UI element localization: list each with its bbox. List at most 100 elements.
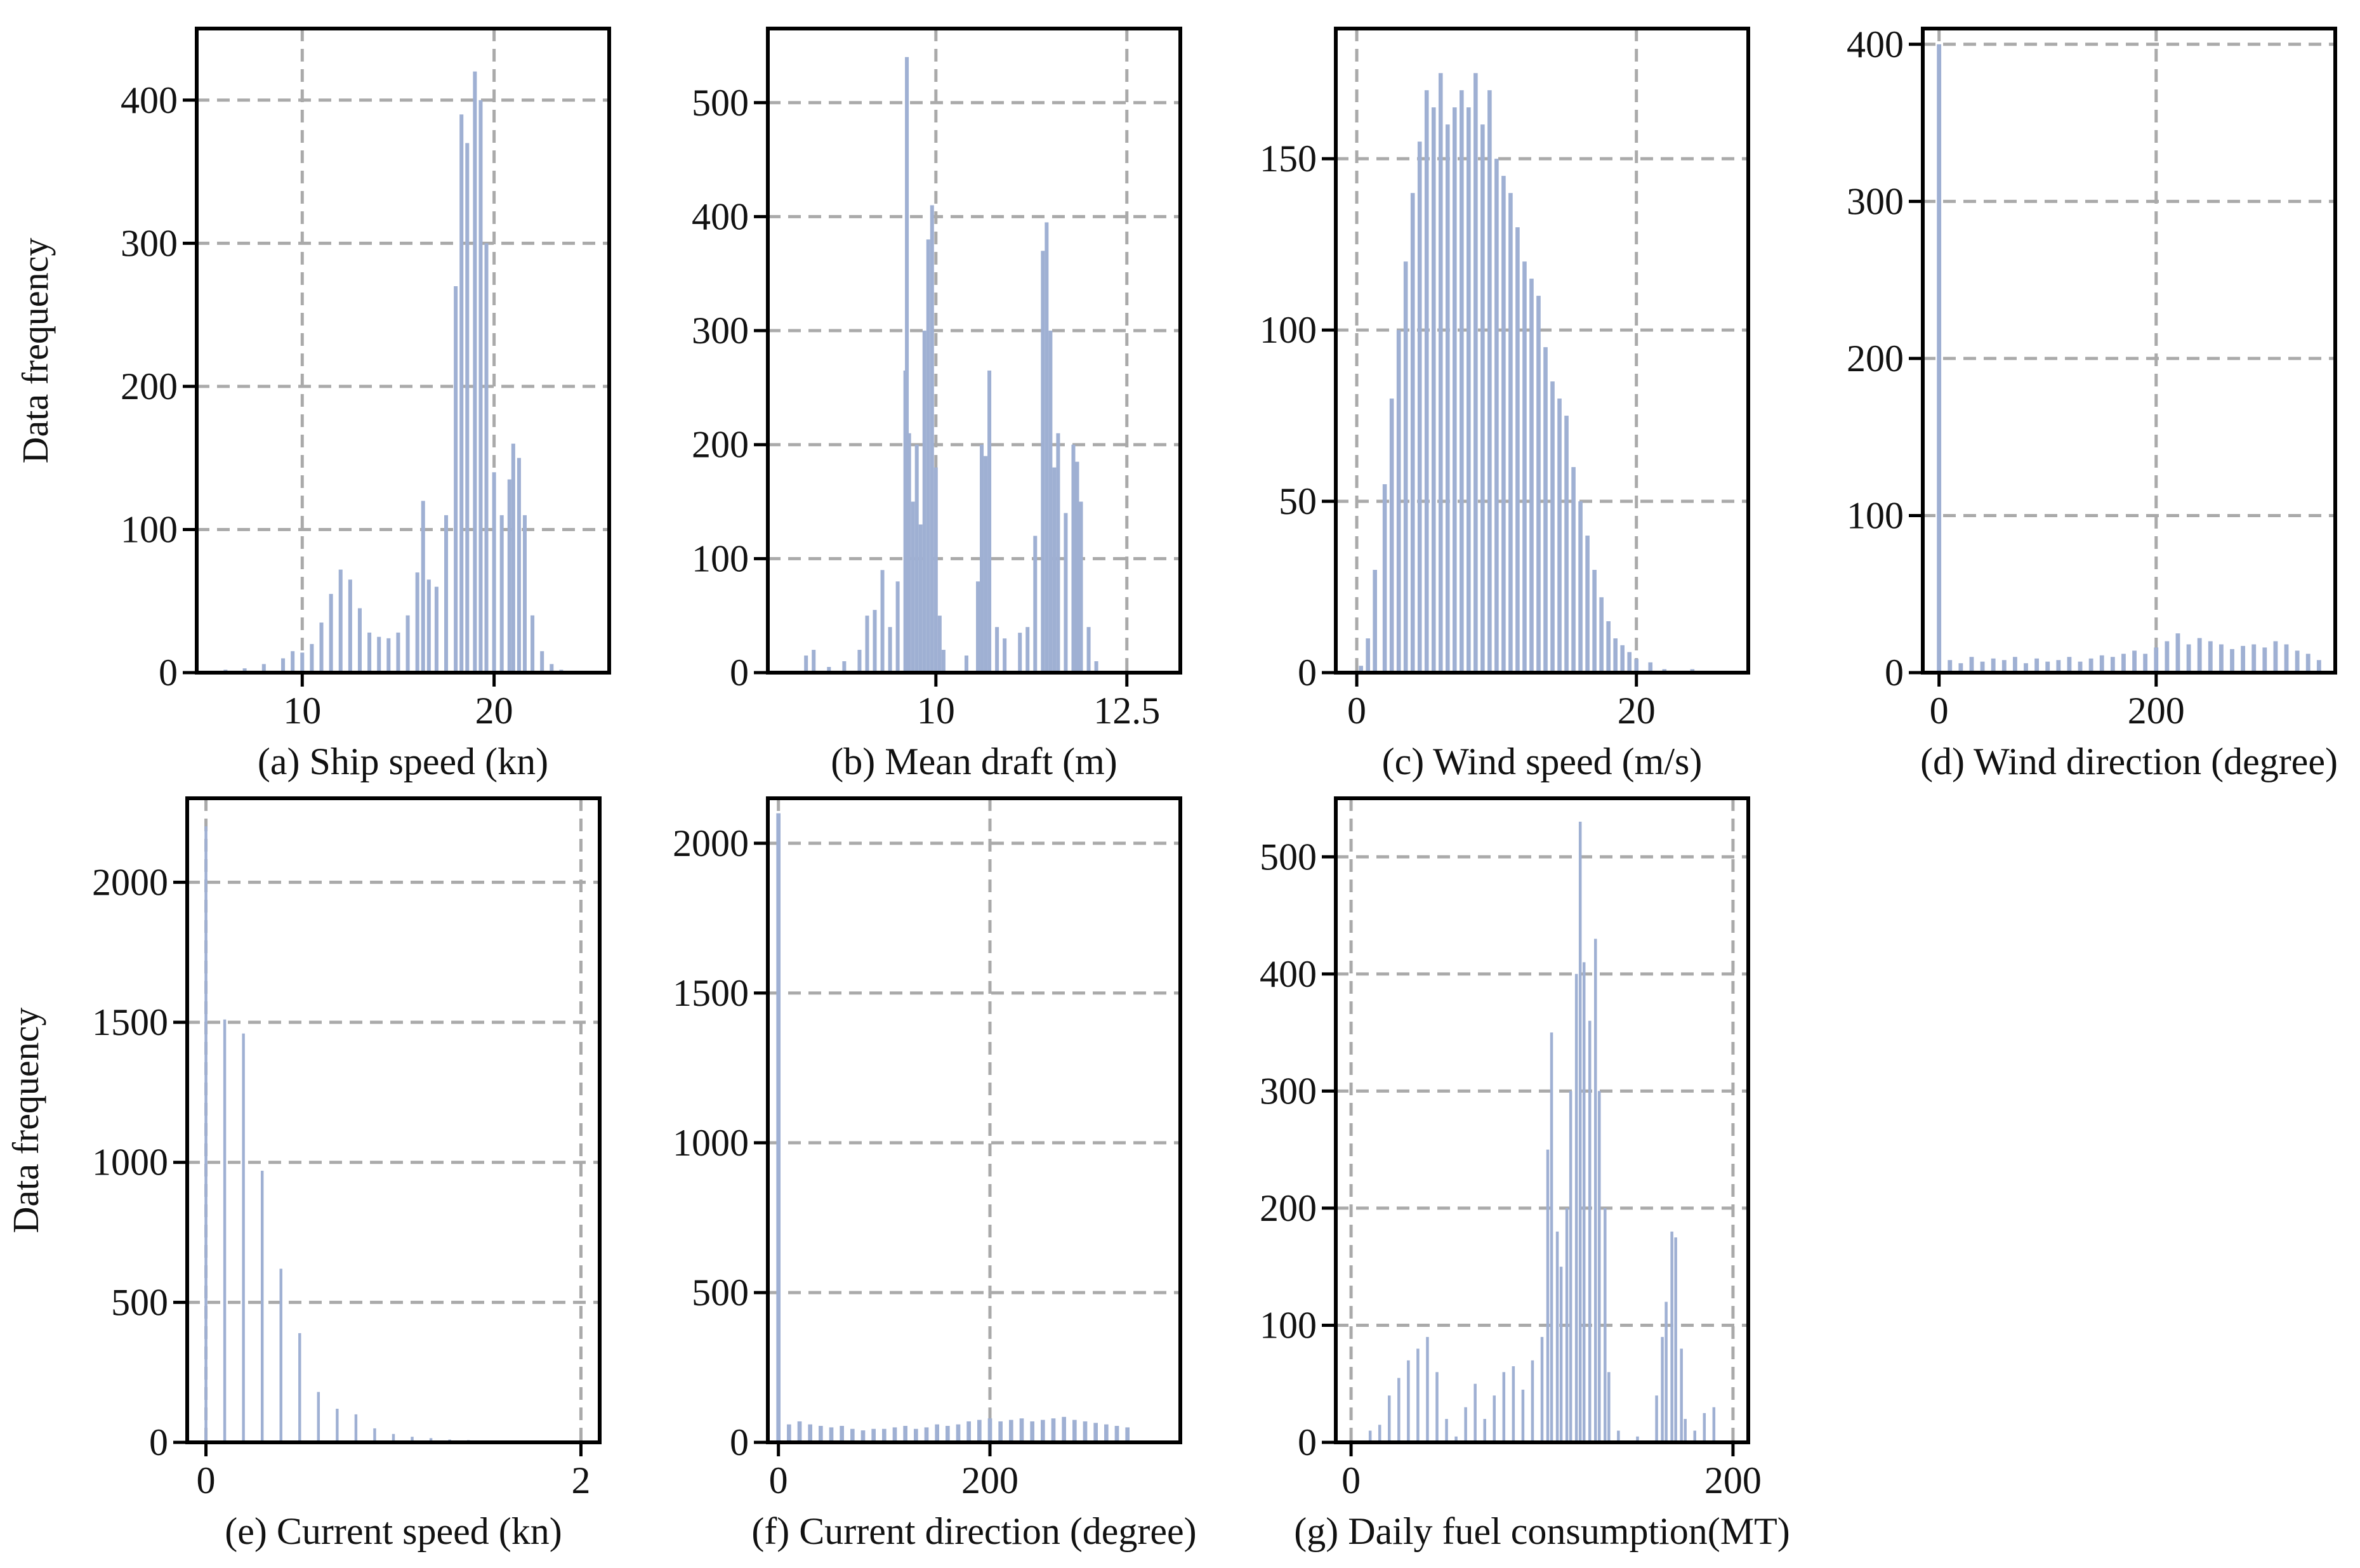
histogram-bar <box>2110 657 2115 673</box>
y-tick-label: 100 <box>1260 309 1317 351</box>
histogram-bar <box>1064 513 1068 673</box>
histogram-bar <box>1378 1425 1381 1442</box>
y-axis-label: Data frequency <box>15 238 56 464</box>
histogram-bar <box>2001 660 2007 673</box>
histogram-bar <box>1019 1418 1024 1442</box>
histogram-bar <box>2295 650 2300 673</box>
histogram-bar <box>1531 1360 1534 1442</box>
y-tick-label: 50 <box>1279 480 1317 522</box>
histogram-bar <box>1403 261 1408 673</box>
histogram-bar <box>1493 1395 1496 1442</box>
histogram-bar <box>1397 1378 1401 1442</box>
histogram-bar <box>2099 655 2104 673</box>
histogram-bar <box>871 1428 876 1442</box>
histogram-bar <box>922 331 926 673</box>
histogram-bar <box>377 636 381 673</box>
histogram-bar <box>903 1426 907 1442</box>
histogram-bar <box>2316 660 2321 673</box>
histogram-bar <box>1991 658 1996 673</box>
histogram-bar <box>1550 381 1555 673</box>
histogram-bar <box>882 1428 887 1442</box>
histogram-bar <box>1416 1348 1420 1442</box>
histogram-bar <box>1373 570 1377 673</box>
histogram-bar <box>1661 1336 1664 1442</box>
y-tick-label: 0 <box>1298 652 1317 694</box>
y-tick-label: 400 <box>1260 953 1317 995</box>
histogram-bar <box>517 458 521 673</box>
histogram-bar <box>1072 1420 1077 1442</box>
histogram-bar <box>1389 399 1394 673</box>
panel-d: 0 100 200 300 400 0 200 (d) Wind direction (deg… <box>1847 23 2338 782</box>
histogram-bar <box>1599 597 1604 673</box>
histogram-bar <box>1613 638 1618 673</box>
histogram-bar <box>2218 644 2224 673</box>
histogram-bar <box>2078 661 2083 673</box>
panel-g: 0 100 200 300 400 500 0 200 (g) Daily fuel consu… <box>1260 796 1790 1552</box>
histogram-bar <box>291 651 295 673</box>
histogram-bar <box>808 1424 812 1442</box>
histogram-bar <box>336 1409 339 1442</box>
y-tick-label: 100 <box>1260 1304 1317 1346</box>
histogram-bar <box>1578 501 1583 673</box>
histogram-bar <box>914 1428 918 1442</box>
axes-frame <box>766 27 1182 675</box>
y-tick-label: 0 <box>730 652 749 694</box>
histogram-bar <box>1062 1416 1066 1442</box>
histogram-bar <box>2143 654 2148 673</box>
histogram-bar <box>354 1414 358 1442</box>
y-tick-label: 300 <box>121 222 178 264</box>
axes-frame <box>766 796 1182 1444</box>
histogram-bar <box>338 569 343 673</box>
histogram-bar <box>1550 1032 1553 1442</box>
histogram-bar <box>976 581 980 673</box>
histogram-bar <box>415 572 419 673</box>
histogram-bar <box>1703 1413 1706 1442</box>
histogram-bar <box>1410 193 1415 673</box>
histogram-bar <box>373 1428 376 1442</box>
histogram-bar <box>1359 666 1363 673</box>
y-tick-label: 2000 <box>92 861 168 903</box>
histogram-bar <box>827 667 831 673</box>
panel-a: 0 100 200 300 400 10 20 (a) Ship speed (kn) Data… <box>15 27 611 782</box>
histogram-bar <box>842 661 847 673</box>
histogram-bar <box>1483 1419 1486 1442</box>
histogram-bar <box>911 501 915 673</box>
histogram-bar <box>531 615 535 673</box>
histogram-bar <box>1018 633 1022 673</box>
y-tick-label: 0 <box>1885 652 1904 694</box>
histogram-bar <box>941 650 946 673</box>
histogram-bar <box>946 1426 950 1442</box>
histogram-bar <box>829 1427 834 1442</box>
histogram-bar <box>1454 1436 1458 1442</box>
x-axis-label: (a) Ship speed (kn) <box>258 741 548 782</box>
histogram-bar <box>1555 1231 1559 1442</box>
histogram-bar <box>1607 1372 1611 1442</box>
histogram-bar <box>411 1437 414 1442</box>
histogram-bar <box>1079 501 1083 673</box>
histogram-bar <box>1980 661 1985 673</box>
y-tick-label: 400 <box>692 195 749 237</box>
histogram-bar <box>1452 107 1457 673</box>
histogram-bar <box>1578 821 1582 1442</box>
histogram-bar <box>1937 44 1942 673</box>
histogram-bar <box>1674 1237 1677 1442</box>
histogram-bar <box>1693 1430 1696 1442</box>
panel-e: 0 500 1000 1500 2000 0 2(e) Current speed (kn)… <box>5 796 602 1552</box>
histogram-bar <box>1606 621 1611 673</box>
histogram-bar <box>812 650 816 673</box>
histogram-bar <box>242 1033 245 1442</box>
histogram-bar <box>2273 641 2278 673</box>
histogram-bar <box>895 581 900 673</box>
histogram-bar <box>1546 1149 1550 1442</box>
histogram-bar <box>977 1420 982 1442</box>
y-tick-label: 0 <box>730 1421 749 1463</box>
histogram-bar <box>484 243 489 673</box>
histogram-bar <box>1617 1430 1620 1442</box>
histogram-bar <box>1494 159 1499 673</box>
histogram-bar <box>522 515 527 673</box>
x-tick-label: 200 <box>961 1459 1018 1501</box>
histogram-bar <box>850 1428 855 1442</box>
y-tick-label: 500 <box>111 1281 168 1323</box>
histogram-bar <box>857 650 862 673</box>
